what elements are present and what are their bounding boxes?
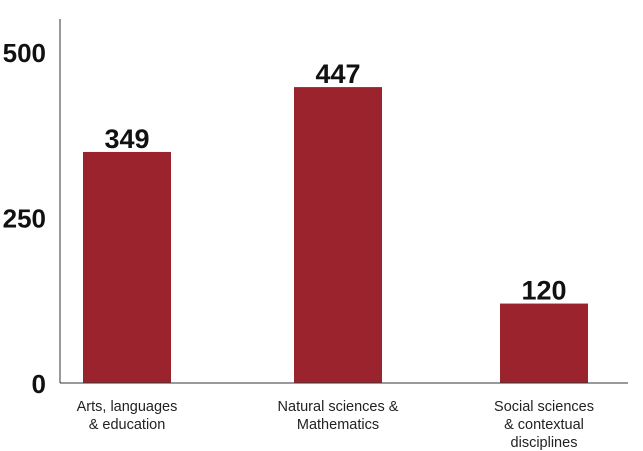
x-category-label: Social sciences & contextual disciplines — [494, 399, 594, 451]
y-tick-label: 250 — [3, 204, 46, 234]
x-axis-labels: Arts, languages & education Natural scienc… — [77, 399, 594, 451]
bar — [294, 87, 382, 383]
y-tick-label: 0 — [32, 369, 46, 399]
y-tick-label: 500 — [3, 38, 46, 68]
bar-value-label: 349 — [104, 124, 149, 154]
bar — [500, 303, 588, 383]
bar-value-label: 447 — [315, 59, 360, 89]
value-labels: 349 447 120 — [104, 59, 566, 305]
bars — [83, 87, 588, 383]
y-axis-ticks: 0 250 500 — [3, 38, 46, 399]
bar-value-label: 120 — [521, 276, 566, 306]
bar — [83, 151, 171, 383]
x-category-label: Arts, languages & education — [77, 399, 178, 433]
x-category-label: Natural sciences & Mathematics — [278, 399, 399, 433]
